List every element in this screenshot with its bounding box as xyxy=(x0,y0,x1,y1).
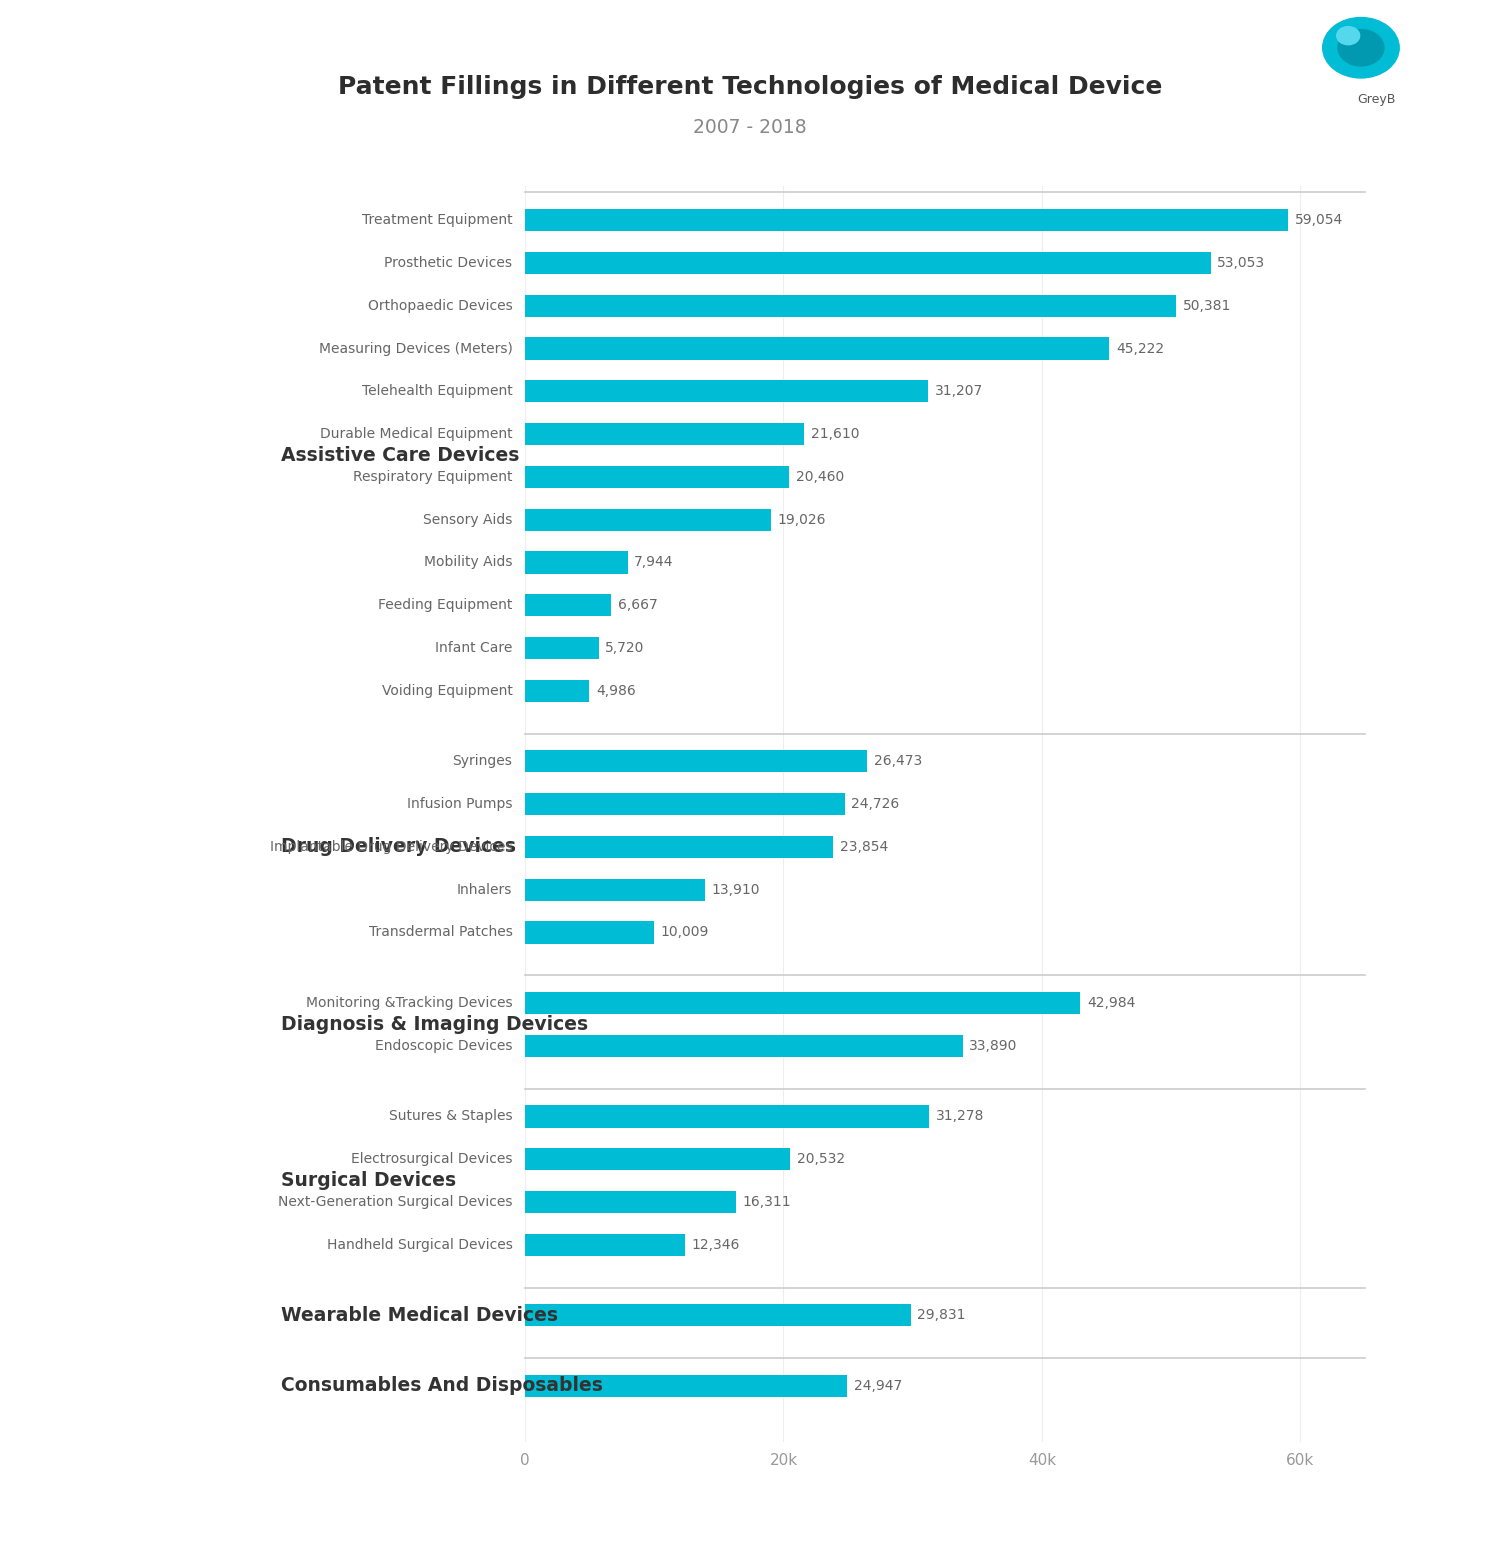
Text: Infusion Pumps: Infusion Pumps xyxy=(406,797,513,811)
Text: 42,984: 42,984 xyxy=(1088,997,1136,1011)
Text: Wearable Medical Devices: Wearable Medical Devices xyxy=(282,1305,558,1325)
Text: Respiratory Equipment: Respiratory Equipment xyxy=(352,470,513,484)
Bar xyxy=(525,1375,848,1397)
Text: Telehealth Equipment: Telehealth Equipment xyxy=(362,384,513,398)
Bar xyxy=(525,465,789,488)
Circle shape xyxy=(1336,26,1359,45)
Text: 24,726: 24,726 xyxy=(850,797,898,811)
Text: Infant Care: Infant Care xyxy=(435,642,513,656)
Bar xyxy=(525,750,867,772)
Text: Patent Fillings in Different Technologies of Medical Device: Patent Fillings in Different Technologie… xyxy=(338,74,1162,99)
Text: 19,026: 19,026 xyxy=(777,513,826,527)
Text: Durable Medical Equipment: Durable Medical Equipment xyxy=(320,428,513,442)
Bar xyxy=(525,1234,684,1256)
Bar xyxy=(525,1035,963,1057)
Text: 21,610: 21,610 xyxy=(810,428,859,442)
Text: Implantable Drug Delivery Devices: Implantable Drug Delivery Devices xyxy=(270,840,513,854)
Text: Next-Generation Surgical Devices: Next-Generation Surgical Devices xyxy=(278,1195,513,1209)
Bar xyxy=(525,253,1210,274)
Text: Electrosurgical Devices: Electrosurgical Devices xyxy=(351,1152,513,1166)
Text: 6,667: 6,667 xyxy=(618,598,657,612)
Text: 45,222: 45,222 xyxy=(1116,341,1164,355)
Text: 5,720: 5,720 xyxy=(606,642,645,656)
Text: Sensory Aids: Sensory Aids xyxy=(423,513,513,527)
Text: 59,054: 59,054 xyxy=(1294,214,1342,228)
Text: Sutures & Staples: Sutures & Staples xyxy=(388,1110,513,1124)
Bar xyxy=(525,1304,910,1327)
Text: Handheld Surgical Devices: Handheld Surgical Devices xyxy=(327,1238,513,1252)
Bar xyxy=(525,835,834,859)
Text: Monitoring &Tracking Devices: Monitoring &Tracking Devices xyxy=(306,997,513,1011)
Text: 23,854: 23,854 xyxy=(840,840,888,854)
Text: 10,009: 10,009 xyxy=(662,925,710,939)
Text: 33,890: 33,890 xyxy=(969,1038,1018,1052)
Bar xyxy=(525,423,804,445)
Bar xyxy=(525,209,1288,231)
Bar xyxy=(525,294,1176,316)
Text: 4,986: 4,986 xyxy=(596,684,636,698)
Text: 26,473: 26,473 xyxy=(873,755,922,769)
Bar xyxy=(525,508,771,530)
Circle shape xyxy=(1338,29,1384,65)
Text: GreyB: GreyB xyxy=(1358,93,1395,105)
Text: Diagnosis & Imaging Devices: Diagnosis & Imaging Devices xyxy=(282,1015,588,1034)
Text: Syringes: Syringes xyxy=(453,755,513,769)
Text: 16,311: 16,311 xyxy=(742,1195,790,1209)
Text: Prosthetic Devices: Prosthetic Devices xyxy=(384,256,513,270)
Text: Endoscopic Devices: Endoscopic Devices xyxy=(375,1038,513,1052)
Text: Feeding Equipment: Feeding Equipment xyxy=(378,598,513,612)
Bar xyxy=(525,679,590,702)
Bar xyxy=(525,1149,790,1170)
Text: Treatment Equipment: Treatment Equipment xyxy=(362,214,513,228)
Bar xyxy=(525,794,844,815)
Text: Assistive Care Devices: Assistive Care Devices xyxy=(282,446,520,465)
Text: 2007 - 2018: 2007 - 2018 xyxy=(693,118,807,136)
Text: Consumables And Disposables: Consumables And Disposables xyxy=(282,1376,603,1395)
Text: Inhalers: Inhalers xyxy=(458,882,513,897)
Bar xyxy=(525,1190,736,1214)
Text: 24,947: 24,947 xyxy=(853,1380,901,1393)
Bar xyxy=(525,380,928,403)
Text: 13,910: 13,910 xyxy=(711,882,759,897)
Text: 50,381: 50,381 xyxy=(1182,299,1231,313)
Bar xyxy=(525,552,627,574)
Text: Drug Delivery Devices: Drug Delivery Devices xyxy=(282,837,516,857)
Text: Measuring Devices (Meters): Measuring Devices (Meters) xyxy=(318,341,513,355)
Bar xyxy=(525,338,1110,360)
Text: Voiding Equipment: Voiding Equipment xyxy=(381,684,513,698)
Text: Transdermal Patches: Transdermal Patches xyxy=(369,925,513,939)
Text: Mobility Aids: Mobility Aids xyxy=(424,555,513,569)
Text: 20,460: 20,460 xyxy=(796,470,844,484)
Bar xyxy=(525,594,610,617)
Text: 31,207: 31,207 xyxy=(934,384,982,398)
Text: 29,831: 29,831 xyxy=(916,1308,966,1322)
Text: Surgical Devices: Surgical Devices xyxy=(282,1172,456,1190)
Bar xyxy=(525,921,654,944)
Text: Orthopaedic Devices: Orthopaedic Devices xyxy=(368,299,513,313)
Bar xyxy=(525,992,1080,1014)
Bar xyxy=(525,1105,928,1127)
Text: 12,346: 12,346 xyxy=(692,1238,740,1252)
Bar xyxy=(525,637,599,659)
Text: 53,053: 53,053 xyxy=(1216,256,1264,270)
Text: 20,532: 20,532 xyxy=(796,1152,844,1166)
Text: 7,944: 7,944 xyxy=(634,555,674,569)
Bar xyxy=(525,879,705,901)
Circle shape xyxy=(1323,17,1400,78)
Text: 31,278: 31,278 xyxy=(936,1110,984,1124)
